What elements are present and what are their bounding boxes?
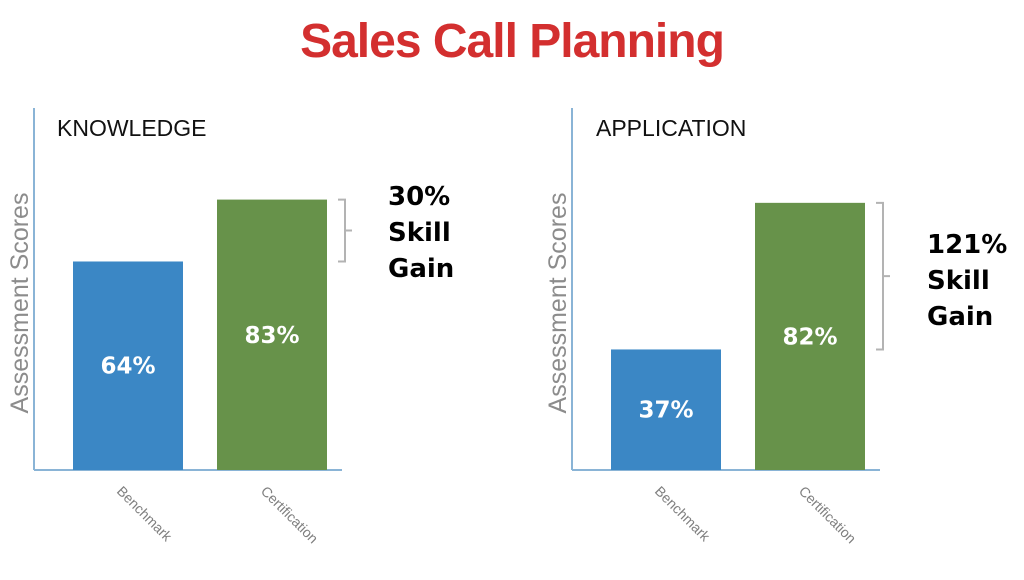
page-title: Sales Call Planning <box>300 15 725 68</box>
gain-annotation-line: Gain <box>927 302 993 332</box>
bar-benchmark <box>73 261 183 470</box>
chart-1: APPLICATION Assessment Scores 37% Benchmark… <box>544 108 1007 546</box>
gain-annotation-line: Gain <box>388 254 454 284</box>
bar-benchmark <box>611 349 721 470</box>
y-axis-label: Assessment Scores <box>6 193 34 414</box>
y-axis-label: Assessment Scores <box>544 193 572 414</box>
data-label: 37% <box>638 398 693 424</box>
x-tick-label: Certification <box>796 483 860 547</box>
data-label: 83% <box>244 323 299 349</box>
x-tick-label: Benchmark <box>652 483 714 545</box>
gain-annotation-line: Skill <box>927 266 990 296</box>
x-tick-label: Certification <box>258 483 322 547</box>
chart-0: KNOWLEDGE Assessment Scores 64% Benchmark 83… <box>6 108 454 546</box>
gain-bracket <box>876 201 890 351</box>
data-label: 64% <box>100 354 155 380</box>
bar-certification <box>755 202 865 470</box>
data-label: 82% <box>782 324 837 350</box>
chart-title: KNOWLEDGE <box>57 115 207 141</box>
gain-annotation-line: 30% <box>388 182 450 212</box>
chart-title: APPLICATION <box>596 115 746 141</box>
x-tick-label: Benchmark <box>114 483 176 545</box>
gain-bracket <box>338 198 352 263</box>
bar-certification <box>217 199 327 470</box>
gain-annotation-line: 121% <box>927 230 1007 260</box>
gain-annotation-line: Skill <box>388 218 451 248</box>
